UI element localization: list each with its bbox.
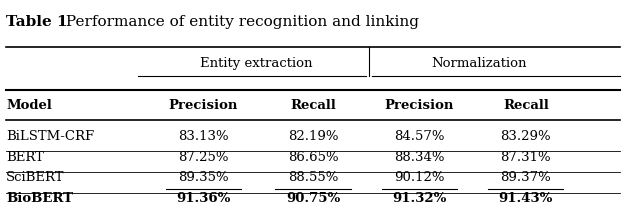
Text: 90.75%: 90.75% (286, 192, 340, 204)
Text: 87.25%: 87.25% (178, 151, 228, 163)
Text: 86.65%: 86.65% (288, 151, 338, 163)
Text: 89.37%: 89.37% (500, 171, 552, 184)
Text: 84.57%: 84.57% (394, 130, 444, 143)
Text: BiLSTM-CRF: BiLSTM-CRF (6, 130, 95, 143)
Text: 82.19%: 82.19% (288, 130, 338, 143)
Text: Recall: Recall (290, 99, 336, 111)
Text: 88.55%: 88.55% (288, 171, 338, 184)
Text: Model: Model (6, 99, 52, 111)
Text: Entity extraction: Entity extraction (200, 57, 313, 70)
Text: Precision: Precision (169, 99, 238, 111)
Text: 83.29%: 83.29% (501, 130, 551, 143)
Text: Precision: Precision (385, 99, 454, 111)
Text: SciBERT: SciBERT (6, 171, 64, 184)
Text: 91.32%: 91.32% (393, 192, 446, 204)
Text: 91.36%: 91.36% (177, 192, 230, 204)
Text: 88.34%: 88.34% (394, 151, 444, 163)
Text: 83.13%: 83.13% (178, 130, 228, 143)
Text: 91.43%: 91.43% (499, 192, 553, 204)
Text: BioBERT: BioBERT (6, 192, 73, 204)
Text: Recall: Recall (503, 99, 549, 111)
Text: 90.12%: 90.12% (394, 171, 444, 184)
Text: 89.35%: 89.35% (178, 171, 228, 184)
Text: Table 1: Table 1 (6, 15, 68, 28)
Text: Normalization: Normalization (431, 57, 526, 70)
Text: BERT: BERT (6, 151, 44, 163)
Text: Performance of entity recognition and linking: Performance of entity recognition and li… (61, 15, 419, 28)
Text: 87.31%: 87.31% (501, 151, 551, 163)
